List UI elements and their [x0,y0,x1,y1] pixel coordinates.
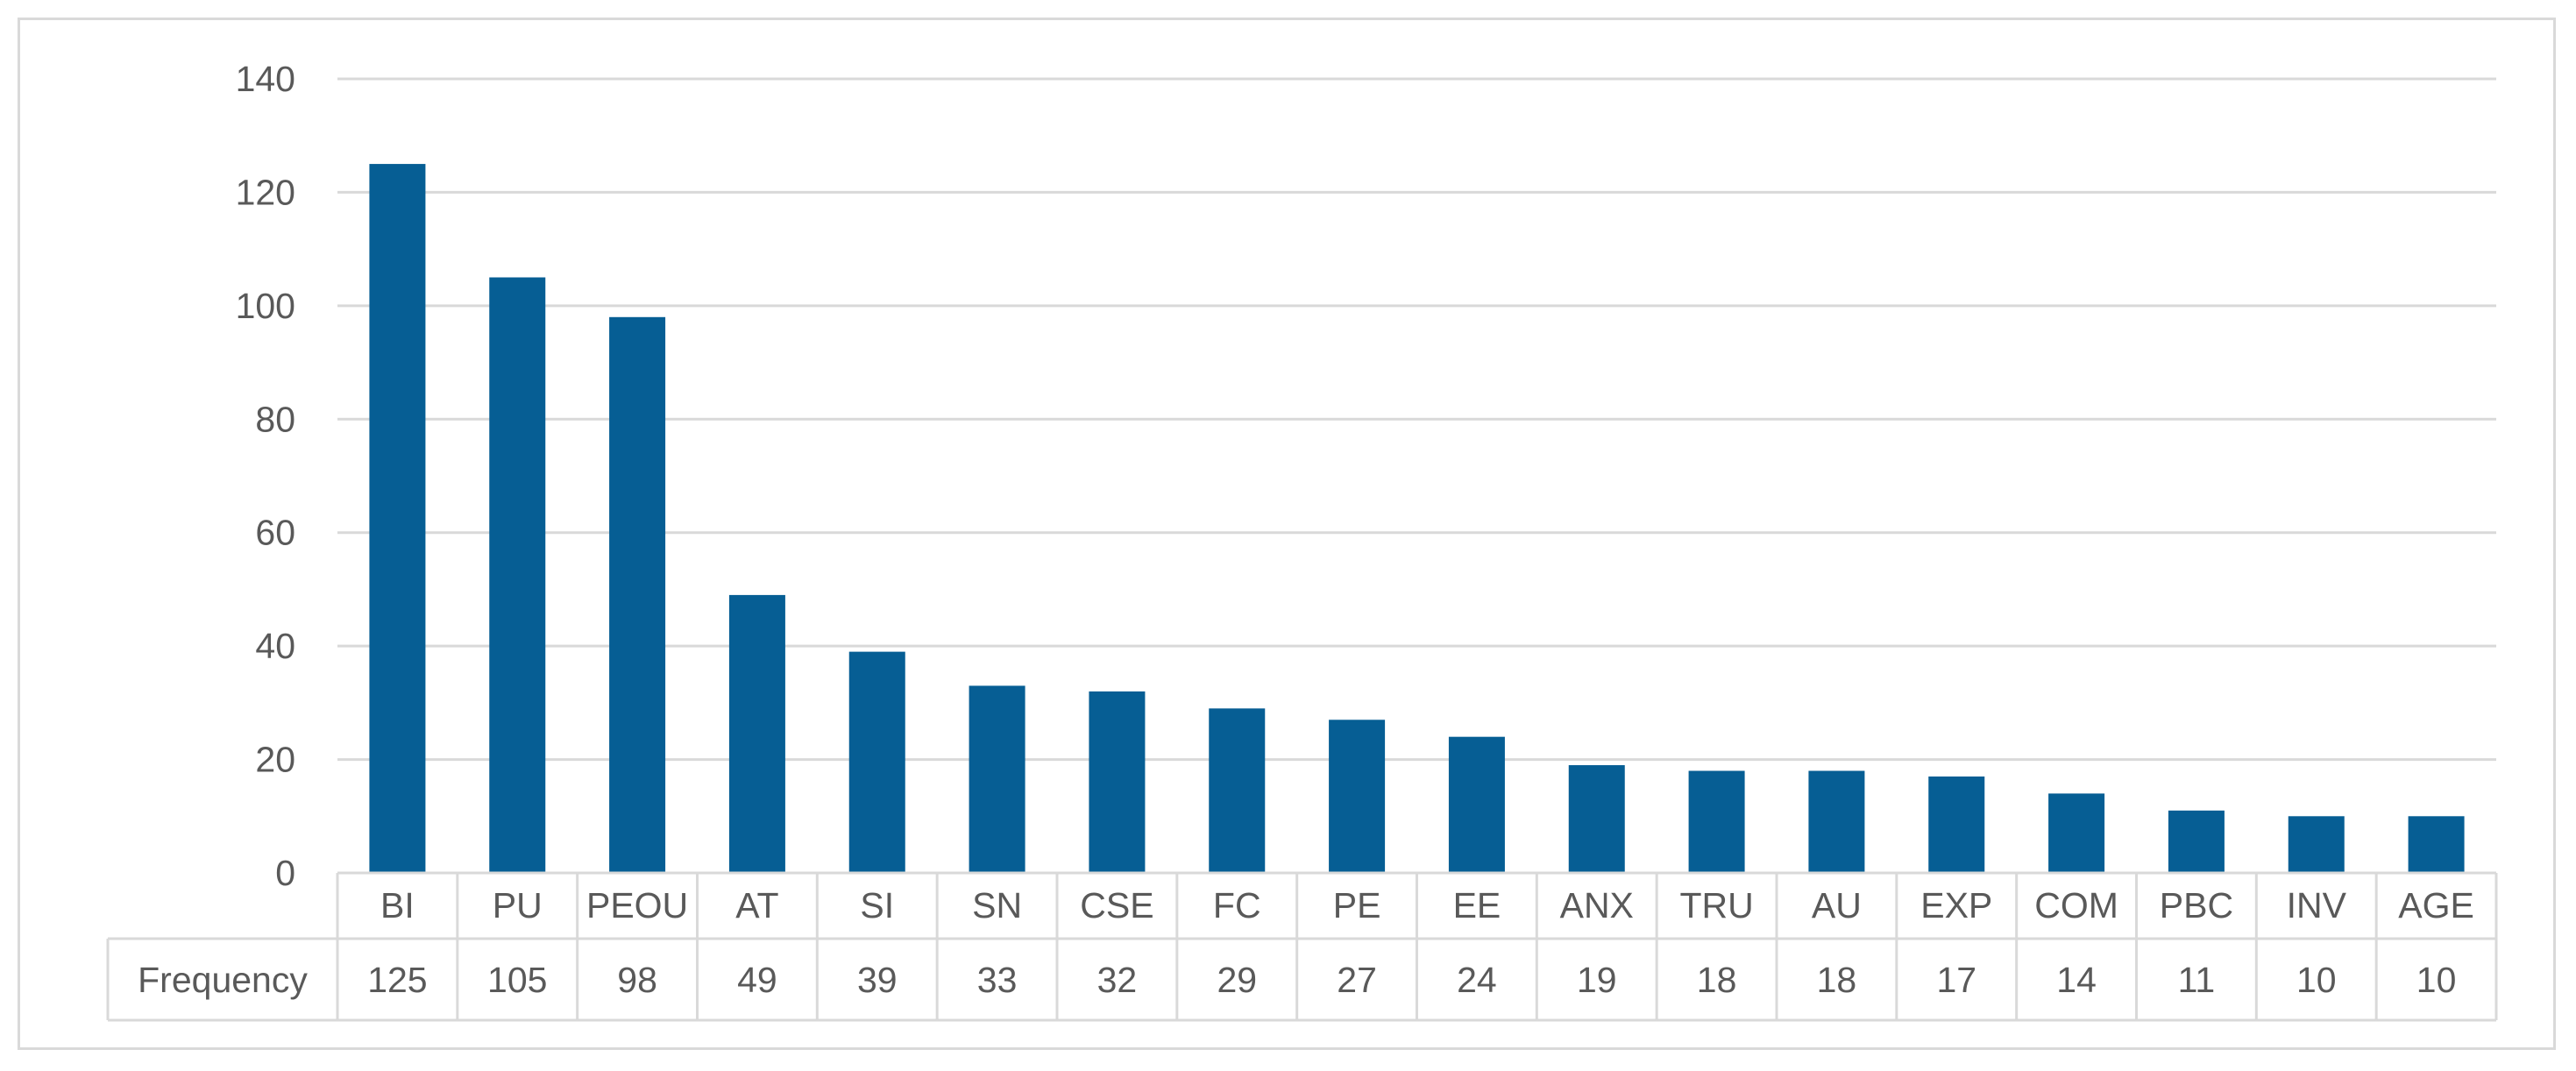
bar-age [2408,816,2465,873]
bar-pu [489,277,546,873]
value-label: 98 [617,960,657,1000]
value-label: 105 [487,960,547,1000]
bar-fc [1209,708,1266,873]
value-label: 10 [2296,960,2337,1000]
category-label: CSE [1080,885,1153,926]
y-axis-ticks: 0 20 40 60 80 100 120 140 [236,59,295,893]
value-label: 27 [1337,960,1377,1000]
category-label: FC [1213,885,1261,926]
value-label: 39 [857,960,898,1000]
y-tick-label: 0 [275,853,295,893]
y-tick-label: 140 [236,59,295,99]
bars [369,164,2465,874]
bar-inv [2288,816,2345,873]
data-table: Frequency BI 125 PU 105 PEOU 98 AT 49 SI 39 SN 33 CSE… [106,871,2498,1022]
value-label: 125 [367,960,427,1000]
bar-exp [1928,776,1985,873]
y-tick-label: 60 [255,513,295,553]
y-tick-label: 80 [255,399,295,439]
category-label: AU [1812,885,1862,926]
value-label: 10 [2416,960,2457,1000]
value-label: 24 [1457,960,1497,1000]
bar-tru [1688,770,1745,873]
category-label: INV [2287,885,2347,926]
category-label: PU [493,885,543,926]
y-tick-label: 100 [236,286,295,326]
bar-au [1808,770,1865,873]
category-label: EE [1453,885,1501,926]
value-label: 32 [1097,960,1138,1000]
value-label: 18 [1697,960,1737,1000]
y-tick-label: 120 [236,172,295,212]
bar-peou [609,316,666,873]
category-label: BI [380,885,415,926]
category-label: EXP [1920,885,1992,926]
category-label: AT [735,885,778,926]
category-label: AGE [2398,885,2474,926]
bar-cse [1089,691,1146,873]
chart-frame [18,18,2556,1050]
category-label: ANX [1560,885,1634,926]
category-label: PE [1333,885,1381,926]
y-tick-label: 40 [255,626,295,666]
bar-anx [1568,765,1625,873]
value-label: 11 [2178,960,2216,1000]
bar-com [2048,793,2105,873]
bar-pe [1329,720,1386,873]
value-label: 33 [977,960,1018,1000]
category-label: COM [2034,885,2118,926]
value-label: 18 [1817,960,1857,1000]
y-tick-label: 20 [255,740,295,780]
value-label: 14 [2056,960,2097,1000]
bar-si [848,651,905,873]
value-label: 19 [1577,960,1617,1000]
category-label: SN [972,885,1022,926]
value-label: 49 [737,960,777,1000]
value-label: 29 [1217,960,1257,1000]
bar-ee [1448,736,1505,873]
gridlines [337,77,2496,762]
bar-sn [969,685,1025,873]
value-label: 17 [1936,960,1976,1000]
bar-bi [369,164,426,874]
table-series-label: Frequency [138,960,308,1000]
category-label: TRU [1679,885,1753,926]
category-label: SI [860,885,894,926]
bar-at [728,594,785,873]
bar-pbc [2168,810,2225,873]
category-label: PEOU [586,885,688,926]
category-label: PBC [2160,885,2233,926]
